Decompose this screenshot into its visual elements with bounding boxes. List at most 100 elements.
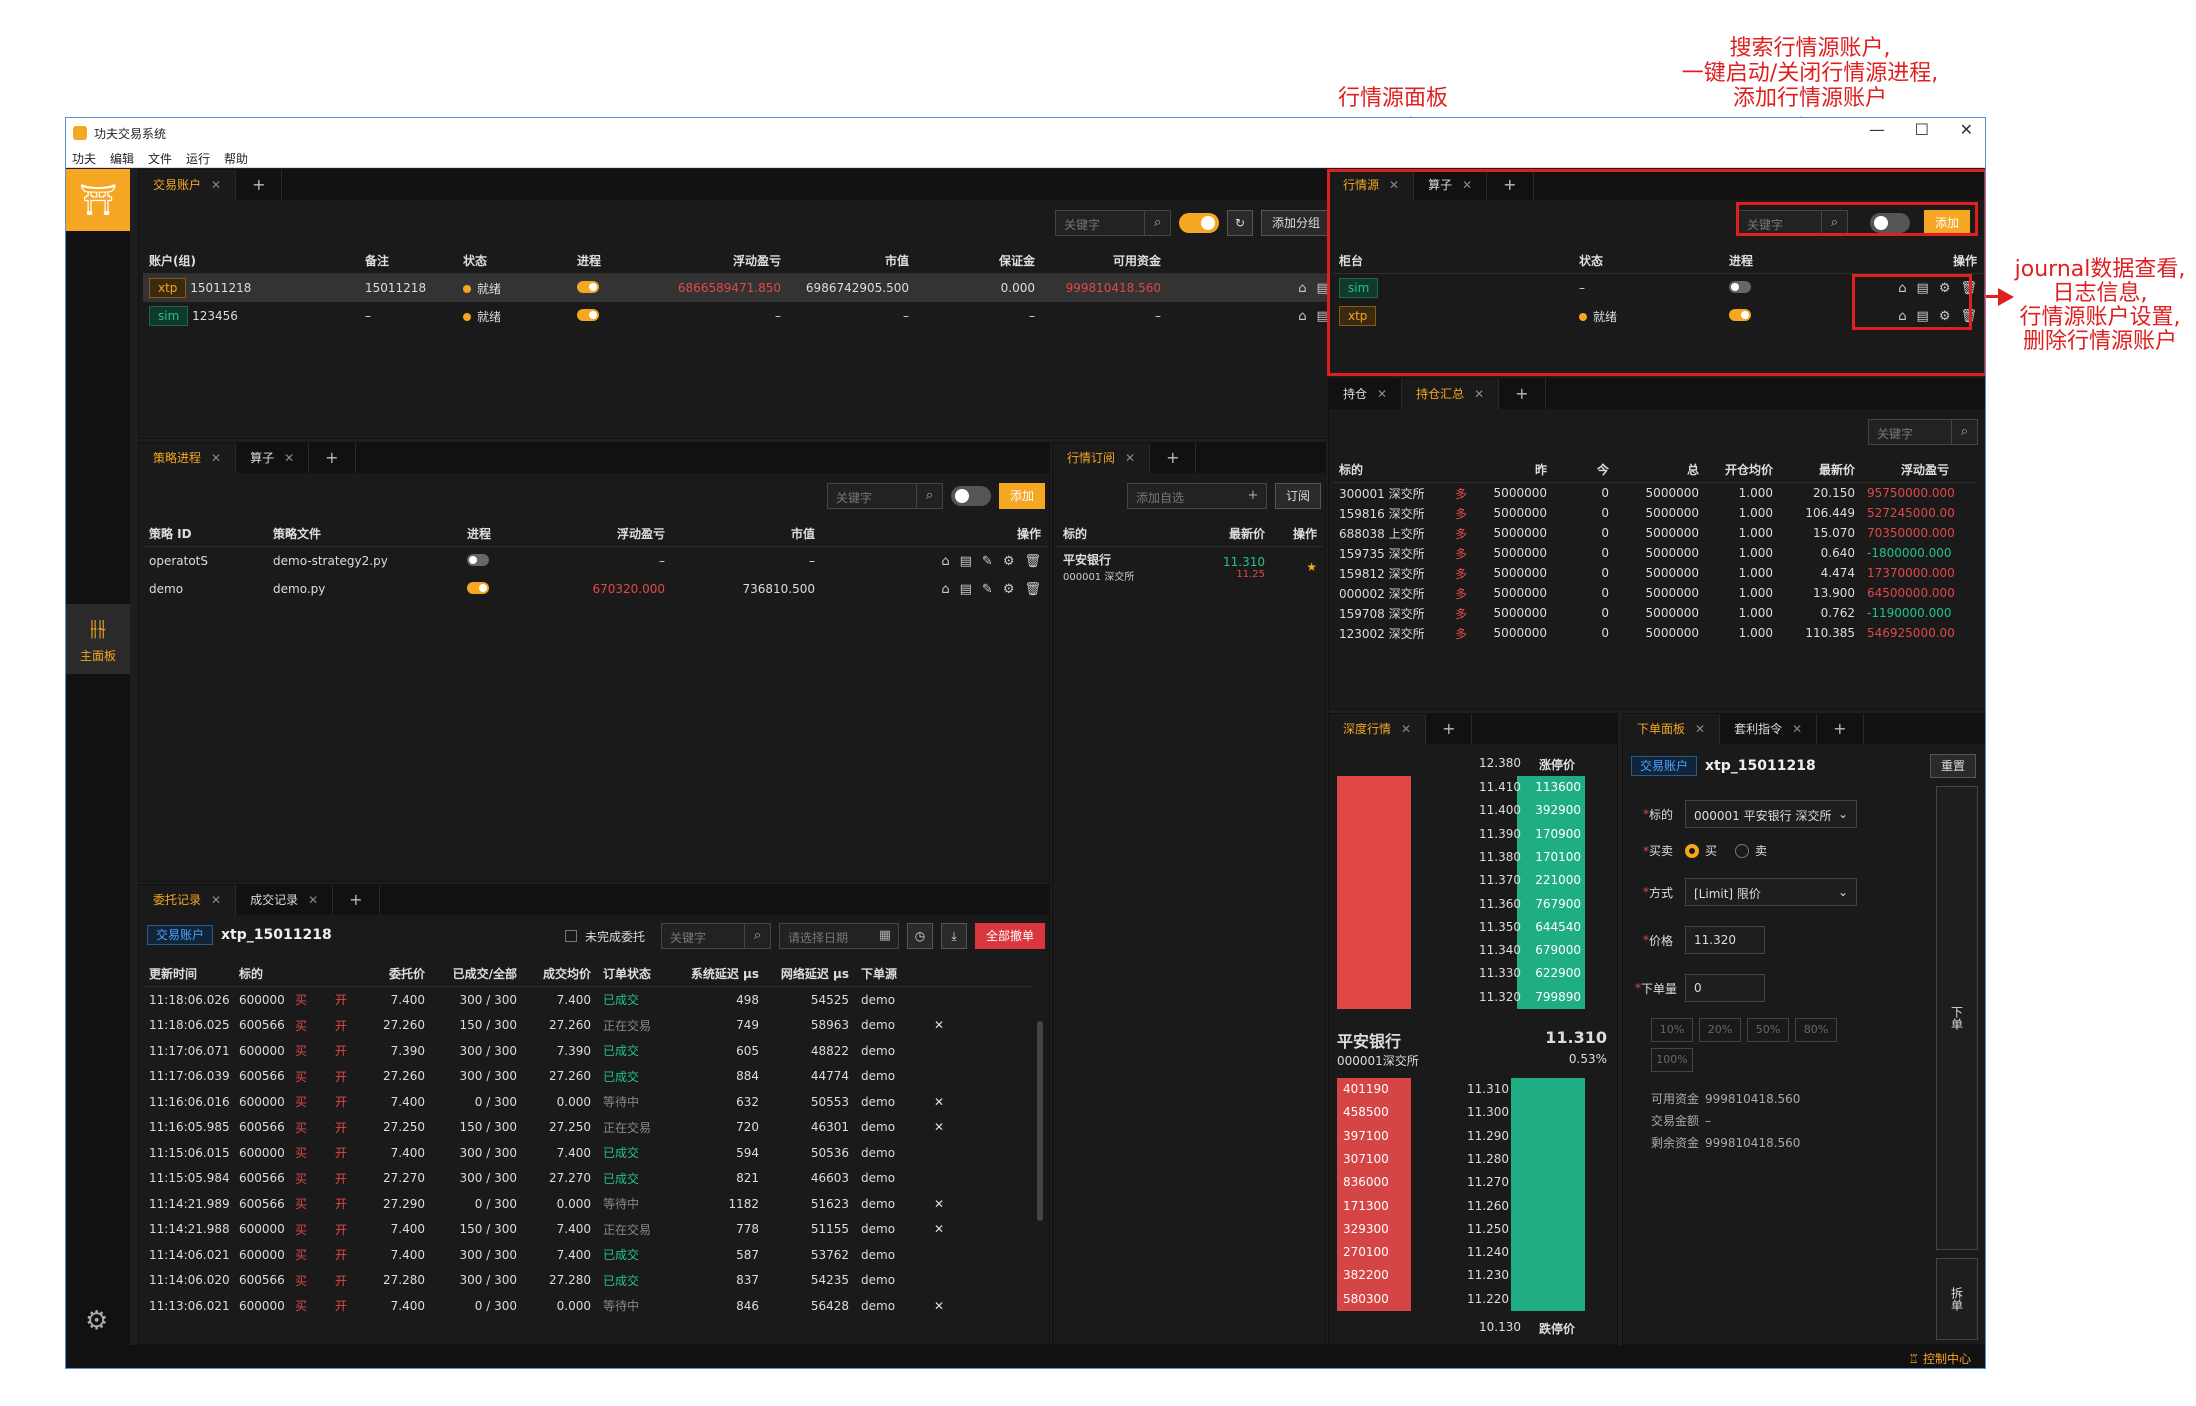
bank-icon[interactable]: ⌂ — [1898, 308, 1907, 324]
close-tab-icon[interactable]: ✕ — [1389, 178, 1400, 192]
cancel-order-icon[interactable]: ✕ — [933, 1018, 945, 1033]
table-row[interactable]: xtp 就绪 ⌂ ▤ ⚙ 🗑 — [1333, 302, 1983, 330]
document-icon[interactable]: ▤ — [1916, 308, 1929, 324]
tab-order-records[interactable]: 委托记录 ✕ — [139, 885, 237, 915]
bank-icon[interactable]: ⌂ — [1298, 308, 1307, 324]
search-icon[interactable]: ⌕ — [1143, 211, 1170, 235]
table-row[interactable]: 11:14:06.020 600566 买 开 27.280 300 / 300 27.28… — [143, 1268, 1031, 1294]
tab-strategy-process[interactable]: 策略进程 ✕ — [139, 443, 237, 473]
col-mv[interactable]: 市值 — [884, 254, 909, 268]
add-watchlist-input[interactable]: 添加自选 + — [1126, 483, 1267, 509]
close-tab-icon[interactable]: ✕ — [211, 178, 222, 192]
document-icon[interactable]: ▤ — [1316, 280, 1329, 296]
col-header[interactable]: 委托价 — [388, 967, 425, 981]
col-header[interactable]: 标的 — [239, 967, 264, 981]
table-row[interactable]: 159816 深交所 多 5000000 0 5000000 1.000 106.449 52… — [1333, 503, 1977, 523]
process-toggle[interactable] — [467, 581, 489, 594]
col-yesterday[interactable]: 昨 — [1534, 463, 1547, 477]
pct-100-button[interactable]: 100% — [1651, 1048, 1693, 1072]
plus-icon[interactable]: + — [1247, 488, 1259, 503]
table-row[interactable]: 11:14:06.021 600000 买 开 7.400 300 / 300 7.400 已… — [143, 1242, 1031, 1268]
edit-icon[interactable]: ✎ — [981, 581, 993, 597]
table-row[interactable]: 11:17:06.071 600000 买 开 7.390 300 / 300 7.390 已… — [143, 1038, 1031, 1064]
col-last[interactable]: 最新价 — [1818, 463, 1855, 477]
document-icon[interactable]: ▤ — [959, 581, 972, 597]
table-row[interactable]: 688038 上交所 多 5000000 0 5000000 1.000 15.070 703… — [1333, 523, 1977, 543]
positions-search-input[interactable]: 关键字 ⌕ — [1868, 419, 1978, 445]
add-tab-button[interactable]: + — [333, 885, 380, 915]
table-row[interactable]: 000002 深交所 多 5000000 0 5000000 1.000 13.900 645… — [1333, 583, 1977, 603]
refresh-icon[interactable]: ↻ — [1226, 210, 1253, 236]
close-button[interactable]: ✕ — [1959, 120, 1973, 139]
table-row[interactable]: 平安银行 000001 深交所 11.310 11.25 ★ — [1057, 547, 1323, 587]
split-order-button[interactable]: 拆单 — [1936, 1258, 1978, 1340]
col-header[interactable]: 更新时间 — [149, 967, 198, 981]
calendar-icon[interactable]: ▦ — [878, 928, 892, 943]
close-tab-icon[interactable]: ✕ — [1474, 387, 1485, 401]
search-icon[interactable]: ⌕ — [1951, 420, 1977, 444]
add-strategy-button[interactable]: 添加 — [998, 483, 1045, 509]
col-avail[interactable]: 可用资金 — [1112, 254, 1161, 268]
table-row[interactable]: 159812 深交所 多 5000000 0 5000000 1.000 4.474 1737… — [1333, 563, 1977, 583]
download-icon[interactable]: ⤓ — [940, 923, 967, 949]
orders-search-input[interactable]: 关键字 ⌕ — [660, 923, 771, 949]
add-tab-button[interactable]: + — [1499, 379, 1546, 409]
close-tab-icon[interactable]: ✕ — [1695, 722, 1706, 736]
tab-trade-records[interactable]: 成交记录 ✕ — [236, 885, 334, 915]
close-tab-icon[interactable]: ✕ — [1401, 722, 1412, 736]
menu-kungfu[interactable]: 功夫 — [72, 152, 97, 166]
table-row[interactable]: 159735 深交所 多 5000000 0 5000000 1.000 0.640 -180… — [1333, 543, 1977, 563]
table-row[interactable]: sim 123456 – 就绪 – – – – ⌂▤⚙🗑 — [143, 302, 1387, 330]
table-row[interactable]: 11:14:21.989 600566 买 开 27.290 0 / 300 0.000 等待… — [143, 1191, 1031, 1217]
gear-icon[interactable]: ⚙ — [1938, 308, 1951, 324]
sell-radio[interactable] — [1735, 843, 1750, 858]
tab-operator[interactable]: 算子 ✕ — [236, 443, 310, 473]
strategy-process-toggle[interactable] — [950, 486, 991, 506]
pct-10-button[interactable]: 10% — [1651, 1018, 1693, 1042]
table-row[interactable]: operatotS demo-strategy2.py – – ⌂ ▤ ✎ ⚙ 🗑 — [143, 547, 1047, 575]
col-total[interactable]: 总 — [1686, 463, 1699, 477]
cancel-order-icon[interactable]: ✕ — [933, 1094, 945, 1109]
tab-trading-accounts[interactable]: 交易账户 ✕ — [139, 170, 237, 200]
bank-icon[interactable]: ⌂ — [941, 553, 950, 569]
table-row[interactable]: demo demo.py 670320.000 736810.500 ⌂ ▤ ✎ ⚙ 🗑 — [143, 575, 1047, 603]
tab-arbitrage[interactable]: 套利指令 ✕ — [1720, 714, 1818, 744]
tab-depth[interactable]: 深度行情 ✕ — [1329, 714, 1427, 744]
history-icon[interactable]: ◷ — [906, 923, 933, 949]
pct-50-button[interactable]: 50% — [1747, 1018, 1789, 1042]
accounts-search-input[interactable]: 关键字 ⌕ — [1054, 210, 1171, 236]
order-type-select[interactable]: [Limit] 限价 ⌄ — [1685, 878, 1857, 906]
process-toggle[interactable] — [577, 280, 599, 293]
tab-md-source[interactable]: 行情源 ✕ — [1329, 170, 1415, 200]
menu-file[interactable]: 文件 — [148, 152, 173, 166]
process-toggle[interactable] — [467, 553, 489, 566]
subscribe-button[interactable]: 订阅 — [1274, 483, 1321, 509]
table-row[interactable]: 11:15:05.984 600566 买 开 27.270 300 / 300 27.27… — [143, 1166, 1031, 1192]
col-open-avg[interactable]: 开仓均价 — [1724, 463, 1773, 477]
close-tab-icon[interactable]: ✕ — [211, 893, 222, 907]
document-icon[interactable]: ▤ — [1916, 280, 1929, 296]
sidebar-item-main-panel[interactable]: ⫲⫳ 主面板 — [66, 604, 130, 674]
table-row[interactable]: 123002 深交所 多 5000000 0 5000000 1.000 110.385 54… — [1333, 623, 1977, 643]
trash-icon[interactable]: 🗑 — [1024, 581, 1041, 597]
col-header[interactable]: 网络延迟 μs — [780, 967, 849, 981]
tab-operator[interactable]: 算子 ✕ — [1414, 170, 1488, 200]
control-center-link[interactable]: ♖ 控制中心 — [1908, 1350, 1971, 1367]
table-row[interactable]: 11:16:06.016 600000 买 开 7.400 0 / 300 0.000 等待中… — [143, 1089, 1031, 1115]
instrument-select[interactable]: 000001 平安银行 深交所 ⌄ — [1685, 800, 1857, 828]
col-mv[interactable]: 市值 — [790, 527, 815, 541]
col-pnl[interactable]: 浮动盈亏 — [1900, 463, 1949, 477]
table-row[interactable]: 11:16:05.985 600566 买 开 27.250 150 / 300 27.25… — [143, 1115, 1031, 1141]
cancel-order-icon[interactable]: ✕ — [933, 1196, 945, 1211]
table-row[interactable]: 11:17:06.039 600566 买 开 27.260 300 / 300 27.26… — [143, 1064, 1031, 1090]
bank-icon[interactable]: ⌂ — [1298, 280, 1307, 296]
orders-scrollbar[interactable] — [1037, 1021, 1043, 1221]
menu-help[interactable]: 帮助 — [224, 152, 249, 166]
trash-icon[interactable]: 🗑 — [1960, 308, 1977, 324]
search-icon[interactable]: ⌕ — [743, 924, 770, 948]
settings-gear-icon[interactable]: ⚙ — [85, 1306, 109, 1336]
gear-icon[interactable]: ⚙ — [1002, 581, 1015, 597]
pct-80-button[interactable]: 80% — [1795, 1018, 1837, 1042]
bank-icon[interactable]: ⌂ — [941, 581, 950, 597]
strategy-search-input[interactable]: 关键字 ⌕ — [826, 483, 943, 509]
